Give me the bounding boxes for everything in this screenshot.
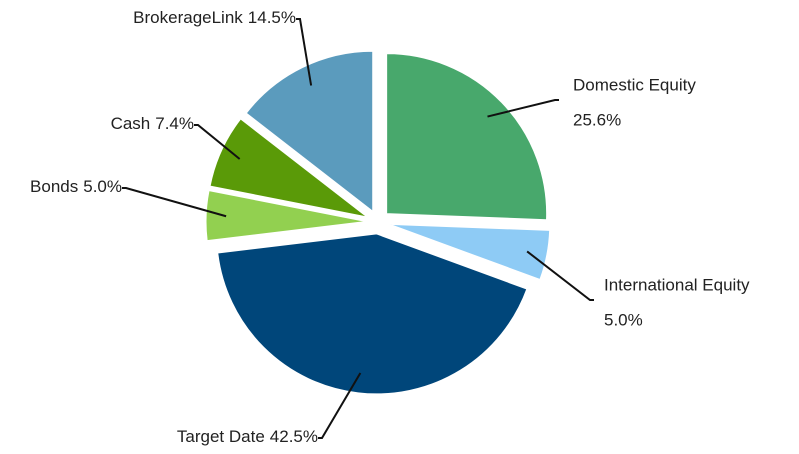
leader-line: [296, 18, 313, 86]
pie-slice: [217, 233, 528, 395]
slice-label-group: Cash 7.4%: [111, 114, 194, 133]
pie-slice: [209, 118, 368, 218]
slice-value-label: 7.4%: [155, 114, 194, 133]
slice-label: BrokerageLink: [133, 8, 243, 27]
slice-label-group: Bonds 5.0%: [30, 177, 122, 196]
pie-slice: [389, 223, 551, 281]
slice-value-label: 25.6%: [573, 110, 621, 129]
pie-slice: [245, 50, 374, 213]
slice-label: Domestic Equity: [573, 75, 696, 94]
slice-label: Bonds: [30, 177, 78, 196]
leader-line: [318, 372, 362, 439]
leader-line: [194, 124, 241, 160]
slice-value-label: 42.5%: [270, 427, 318, 446]
slice-label: Target Date: [177, 427, 265, 446]
slice-label: Cash: [111, 114, 151, 133]
leader-line: [122, 187, 227, 218]
slice-value-label: 5.0%: [83, 177, 122, 196]
slice-label-group: BrokerageLink 14.5%: [133, 8, 296, 27]
leader-line: [487, 99, 559, 118]
slice-label-group: Target Date 42.5%: [177, 427, 318, 446]
slice-value-label: 14.5%: [248, 8, 296, 27]
slice-label: International Equity: [604, 275, 750, 294]
pie-slice: [386, 53, 548, 221]
pie-slice: [205, 189, 367, 242]
leader-line: [526, 250, 594, 301]
slice-value-label: 5.0%: [604, 310, 643, 329]
